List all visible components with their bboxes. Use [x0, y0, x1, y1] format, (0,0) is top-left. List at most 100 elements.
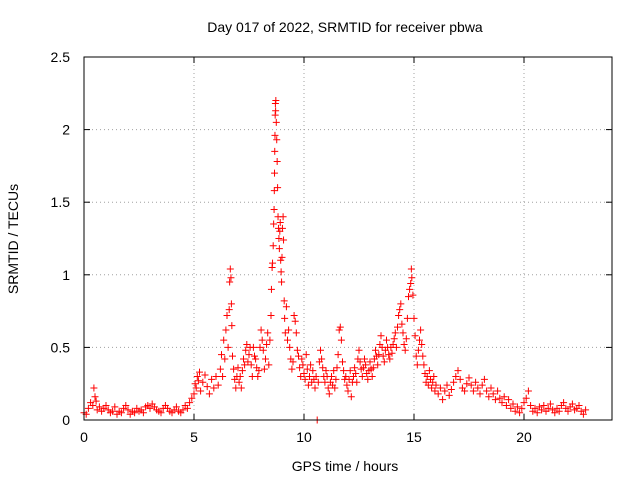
- data-point: [485, 393, 493, 401]
- data-point: [242, 346, 250, 354]
- data-point: [196, 368, 203, 376]
- data-point: [513, 403, 521, 411]
- data-point: [416, 336, 423, 344]
- data-point: [139, 409, 147, 417]
- data-point: [230, 365, 238, 373]
- data-point: [560, 399, 568, 407]
- data-point: [372, 346, 379, 354]
- data-point: [450, 378, 458, 386]
- data-point: [285, 326, 293, 334]
- data-point: [257, 326, 265, 334]
- data-point: [342, 372, 350, 380]
- data-point: [273, 158, 281, 166]
- data-point: [419, 352, 427, 360]
- data-point: [361, 355, 368, 363]
- data-point: [538, 406, 546, 414]
- data-point: [84, 404, 92, 412]
- data-point: [267, 285, 275, 293]
- data-point: [417, 326, 425, 334]
- data-point: [540, 401, 548, 409]
- data-point: [430, 372, 438, 380]
- data-point: [392, 343, 400, 351]
- data-point: [272, 97, 280, 105]
- data-point: [208, 375, 216, 383]
- data-point: [362, 361, 370, 369]
- data-point: [346, 367, 354, 375]
- data-point: [237, 384, 245, 392]
- y-tick-label: 2: [62, 122, 70, 138]
- data-point: [377, 332, 385, 340]
- y-tick-label: 1: [62, 267, 70, 283]
- data-point: [262, 355, 269, 363]
- data-point: [340, 367, 348, 375]
- data-point: [489, 390, 497, 398]
- data-point: [240, 355, 247, 363]
- data-point: [335, 326, 343, 334]
- data-point: [296, 364, 304, 372]
- x-tick-label: 10: [296, 429, 312, 445]
- x-tick-label: 20: [516, 429, 532, 445]
- data-point: [406, 285, 414, 293]
- data-point: [454, 367, 462, 375]
- data-point: [480, 375, 488, 383]
- data-point: [225, 306, 233, 314]
- data-point: [467, 381, 475, 389]
- data-point: [474, 384, 482, 392]
- data-point: [388, 349, 396, 357]
- data-point: [247, 361, 255, 369]
- data-point: [122, 401, 130, 409]
- data-point: [391, 329, 399, 337]
- x-axis-label: GPS time / hours: [292, 458, 399, 474]
- tick-labels: 0 5 10 15 20 0 0.5 1 1.5 2 2.5: [51, 49, 532, 445]
- data-point: [224, 343, 232, 351]
- data-point: [389, 340, 397, 348]
- x-tick-label: 15: [406, 429, 422, 445]
- data-point: [131, 409, 139, 417]
- data-point: [544, 404, 552, 412]
- data-point: [91, 393, 99, 401]
- data-point: [210, 384, 218, 392]
- data-point: [445, 391, 453, 399]
- data-point: [199, 378, 207, 386]
- data-point: [226, 265, 234, 273]
- data-point: [227, 274, 235, 282]
- data-point: [343, 381, 351, 389]
- data-point: [124, 406, 132, 414]
- y-tick-label: 0: [62, 412, 70, 428]
- data-point: [509, 400, 517, 408]
- data-point: [516, 409, 524, 417]
- data-point: [278, 224, 286, 232]
- data-point: [111, 403, 119, 411]
- data-point: [214, 381, 222, 389]
- data-point: [319, 364, 327, 372]
- data-point: [447, 386, 455, 394]
- data-point: [317, 346, 324, 354]
- data-point: [229, 352, 236, 360]
- data-point: [276, 219, 284, 227]
- data-point: [494, 387, 502, 395]
- data-point: [273, 136, 281, 144]
- data-point: [383, 336, 390, 344]
- data-point: [374, 361, 382, 369]
- data-point: [318, 355, 326, 363]
- data-point: [227, 300, 235, 308]
- data-point: [269, 259, 277, 267]
- data-point: [441, 387, 449, 395]
- y-axis-label: SRMTID / TECUs: [5, 184, 21, 294]
- data-point: [235, 378, 243, 386]
- data-point: [555, 407, 563, 415]
- x-tick-label: 5: [190, 429, 198, 445]
- data-point: [331, 384, 339, 392]
- data-point: [328, 372, 335, 380]
- data-point: [252, 355, 260, 363]
- data-point: [420, 361, 428, 369]
- data-series-srmtid: [80, 97, 590, 424]
- data-point: [265, 361, 273, 369]
- data-point: [241, 361, 249, 369]
- data-point: [270, 187, 278, 195]
- data-point: [369, 364, 377, 372]
- data-point: [496, 394, 504, 402]
- data-point: [483, 387, 491, 395]
- data-point: [452, 372, 460, 380]
- data-point: [533, 409, 541, 417]
